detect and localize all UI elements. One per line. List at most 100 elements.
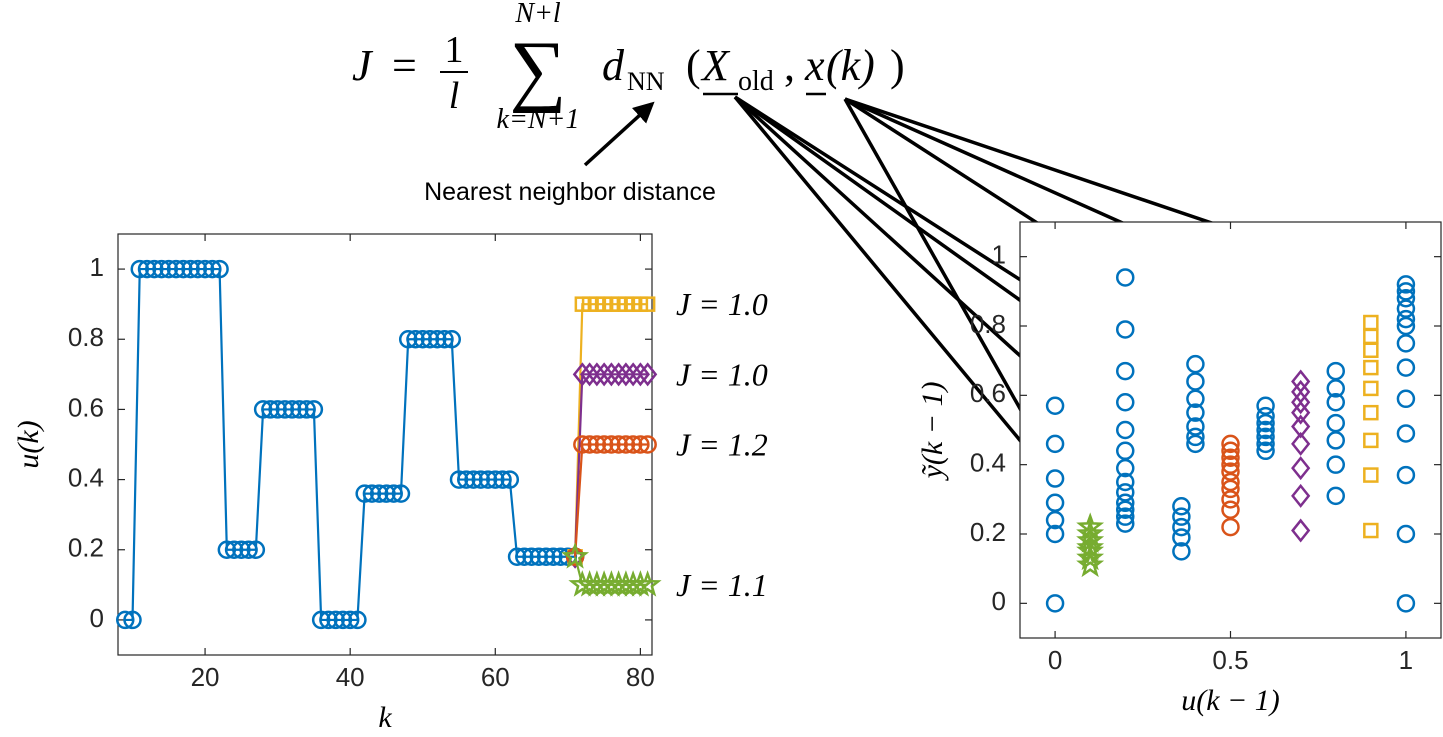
marker [398, 330, 418, 349]
marker [1363, 359, 1379, 376]
marker [188, 259, 208, 279]
marker [1186, 389, 1205, 409]
marker [348, 610, 367, 630]
marker [1396, 594, 1416, 613]
marker [1256, 420, 1275, 440]
marker [377, 484, 396, 503]
marker [1326, 413, 1345, 433]
marker [1045, 594, 1065, 613]
formula-X-sub: old [738, 66, 774, 97]
marker [166, 259, 186, 279]
y-tick-label: 0.4 [970, 448, 1006, 478]
marker [1363, 522, 1379, 539]
marker [1291, 518, 1311, 543]
formula-lower: k=N+1 [497, 104, 580, 135]
x-tick-label: 80 [626, 662, 655, 692]
marker [594, 435, 614, 454]
marker [1186, 417, 1205, 436]
x-tick-label: 60 [481, 662, 510, 692]
marker [369, 484, 389, 503]
x-tick-label: 0 [1048, 645, 1062, 675]
marker [1256, 406, 1275, 426]
marker [174, 259, 193, 279]
marker [529, 547, 549, 567]
marker [145, 259, 164, 279]
marker [1221, 517, 1240, 537]
marker [1172, 542, 1191, 561]
series-label: J = 1.1 [676, 567, 768, 603]
marker [1326, 393, 1345, 412]
marker [1221, 472, 1240, 492]
marker [486, 470, 505, 489]
marker [384, 484, 403, 503]
marker [275, 400, 295, 419]
marker [1396, 309, 1416, 329]
y-tick-label: 0.2 [970, 517, 1006, 547]
marker [195, 259, 215, 279]
marker [1291, 456, 1311, 481]
marker [1291, 431, 1311, 456]
marker [602, 435, 621, 454]
marker [623, 435, 643, 454]
formula: J = 1 l ∑ N+l k=N+1 d NN ( X old , x (k)… [352, 0, 905, 135]
marker [544, 547, 563, 567]
marker [1116, 420, 1135, 440]
marker [1363, 380, 1379, 397]
marker [639, 296, 656, 312]
marker [1221, 455, 1240, 474]
marker [1045, 524, 1065, 544]
marker [594, 362, 614, 387]
marker [1045, 493, 1065, 513]
formula-eq: = [392, 41, 417, 90]
marker [210, 259, 229, 279]
marker [573, 435, 592, 454]
marker [1291, 390, 1311, 415]
marker [1116, 268, 1135, 287]
marker [123, 610, 142, 630]
marker [1116, 514, 1135, 533]
marker [420, 330, 440, 349]
marker [1116, 507, 1135, 526]
series-label: J = 1.2 [676, 427, 768, 463]
marker [333, 610, 353, 630]
formula-sep: , [784, 41, 795, 90]
marker [522, 547, 541, 567]
marker [561, 542, 590, 569]
marker [391, 484, 411, 503]
marker [457, 470, 476, 489]
series-label: J = 1.0 [676, 356, 768, 392]
marker [319, 610, 338, 630]
x-tick-label: 40 [336, 662, 365, 692]
marker [616, 362, 636, 387]
y-tick-label: 0.8 [970, 309, 1006, 339]
marker [1221, 441, 1240, 461]
marker [297, 400, 316, 419]
marker [1326, 361, 1345, 381]
marker [1172, 497, 1191, 516]
marker [246, 540, 266, 559]
marker [304, 400, 324, 419]
marker [152, 259, 171, 279]
y-tick-label: 0.6 [970, 378, 1006, 408]
marker [1221, 490, 1240, 509]
annotation: Nearest neighbor distance [424, 178, 716, 206]
marker [601, 362, 621, 387]
marker [638, 362, 658, 387]
marker [638, 435, 657, 454]
marker [1396, 424, 1416, 443]
marker [1221, 448, 1240, 467]
marker [1116, 320, 1135, 339]
marker [224, 540, 244, 559]
y-tick-label: 0.6 [68, 392, 104, 422]
arrow [583, 101, 655, 167]
marker [1326, 455, 1345, 474]
formula-lhs: J [352, 41, 374, 90]
marker [232, 540, 251, 559]
marker [340, 610, 360, 630]
arrow [733, 95, 1046, 471]
marker [1396, 289, 1416, 308]
marker [1221, 479, 1240, 499]
x-tick-label: 0.5 [1212, 645, 1248, 675]
marker [478, 470, 498, 489]
marker [572, 362, 592, 387]
